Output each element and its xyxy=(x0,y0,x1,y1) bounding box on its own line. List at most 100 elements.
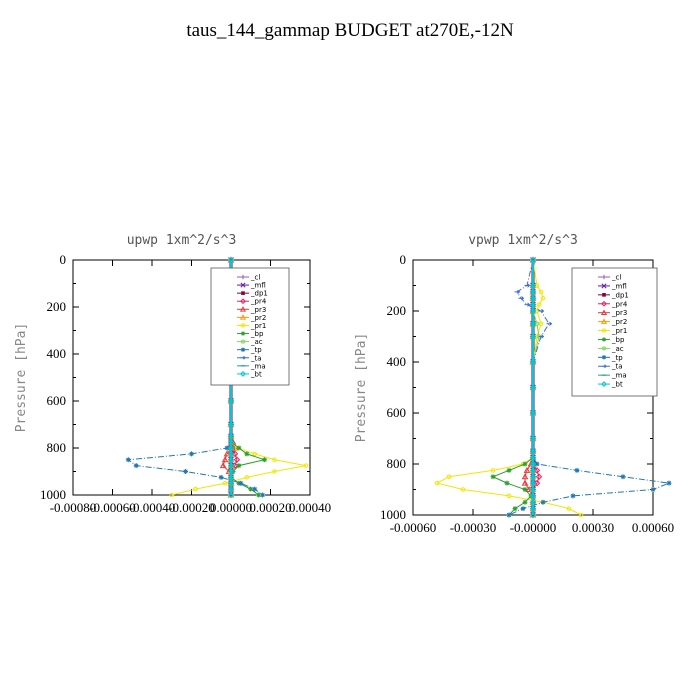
legend-label: _pr2 xyxy=(250,314,266,322)
series-point xyxy=(490,468,496,473)
legend-label: _bt xyxy=(611,381,623,389)
x-tick-label: -0.00060 xyxy=(390,520,437,535)
series-point xyxy=(529,409,537,417)
legend-label: _ma xyxy=(611,372,627,380)
legend-label: _dp1 xyxy=(611,291,629,299)
legend-label: _mfl xyxy=(250,282,266,290)
x-tick-label: 0.00030 xyxy=(572,520,614,535)
legend: _cl_mfl_dp1_pr4_pr3_pr2_pr1_bp_ac_tp_ta_… xyxy=(571,267,658,397)
series-point xyxy=(529,282,537,289)
x-tick-label: -0.00040 xyxy=(129,500,176,515)
legend-label: _ac xyxy=(250,338,263,346)
series-point xyxy=(133,463,139,469)
legend-marker xyxy=(601,355,607,360)
series-point xyxy=(227,491,235,499)
series-point xyxy=(524,283,531,288)
series-point xyxy=(227,397,235,405)
series-point xyxy=(578,512,584,518)
legend-label: _pr3 xyxy=(250,306,266,314)
legend-label: _bt xyxy=(250,370,262,378)
legend-marker xyxy=(600,309,608,315)
series-point xyxy=(522,487,528,492)
series-point xyxy=(522,499,528,505)
legend-marker xyxy=(240,339,246,344)
series-point xyxy=(227,450,235,458)
series-point xyxy=(529,505,537,512)
series-point xyxy=(535,473,543,480)
y-tick-label: 200 xyxy=(47,299,67,314)
series-point xyxy=(504,480,510,486)
series-point xyxy=(529,511,537,519)
legend-label: _dp1 xyxy=(250,290,268,298)
legend-marker xyxy=(240,371,246,377)
series-point xyxy=(534,461,540,467)
series-point xyxy=(529,460,537,468)
legend-label: _bp xyxy=(611,336,625,344)
y-tick-label: 600 xyxy=(387,405,407,420)
legend-label: _ac xyxy=(611,345,624,353)
series-point xyxy=(227,474,235,481)
x-tick-label: -0.00060 xyxy=(89,500,136,515)
series-point xyxy=(529,454,537,461)
series-point xyxy=(540,499,546,505)
series-point xyxy=(529,435,537,442)
legend-box xyxy=(571,267,658,397)
series-point xyxy=(529,467,537,474)
series-point xyxy=(540,296,546,301)
legend-marker xyxy=(240,347,246,352)
series-point xyxy=(514,289,521,295)
legend-label: _pr4 xyxy=(611,300,628,308)
legend-marker xyxy=(240,355,246,360)
series-point xyxy=(227,444,235,452)
series-point xyxy=(125,457,131,463)
legend-marker xyxy=(601,274,607,280)
legend-marker xyxy=(239,314,247,320)
series-point xyxy=(490,474,496,480)
series-point xyxy=(227,456,235,463)
y-tick-label: 400 xyxy=(47,346,67,361)
series-point xyxy=(506,512,512,518)
series-line xyxy=(435,259,582,516)
series-point xyxy=(538,289,544,295)
y-tick-label: 1000 xyxy=(40,487,66,502)
legend-label: _tp xyxy=(611,354,623,362)
x-tick-label: -0.00080 xyxy=(50,500,97,515)
chart-panel-2: vpwp 1xm^2/s^3 Pressure [hPa] 0 200 400 600 80… xyxy=(354,233,674,535)
series-point xyxy=(570,493,576,499)
y-tick-label: 1000 xyxy=(380,507,406,522)
series-point xyxy=(252,451,257,457)
series-point xyxy=(460,487,466,492)
x-tick-label: -0.00030 xyxy=(450,520,497,535)
legend-label: _mfl xyxy=(611,282,627,290)
series-point xyxy=(236,445,242,451)
series-point xyxy=(169,492,174,498)
series-point xyxy=(227,462,235,469)
legend-label: _pr1 xyxy=(611,327,627,335)
series-point xyxy=(529,307,537,315)
legend-label: _ta xyxy=(611,363,623,371)
legend-marker xyxy=(240,282,246,288)
series-point xyxy=(518,296,525,301)
series-point xyxy=(574,467,580,473)
y-tick-label: 800 xyxy=(47,440,67,455)
series-bt xyxy=(529,256,537,519)
series-point xyxy=(529,301,537,308)
legend: _cl_mfl_dp1_pr4_pr3_pr2_pr1_bp_ac_tp_ta_… xyxy=(210,267,290,386)
series-point xyxy=(303,463,309,468)
legend-label: _tp xyxy=(250,346,262,354)
legend-marker xyxy=(240,274,246,280)
series-point xyxy=(529,479,537,487)
legend-label: _pr4 xyxy=(250,298,267,306)
series-point xyxy=(529,288,537,296)
series-point xyxy=(434,480,440,486)
series-point xyxy=(538,334,545,339)
series-point xyxy=(520,506,526,512)
series-point xyxy=(256,492,262,498)
legend-label: _pr2 xyxy=(611,318,627,326)
series-line xyxy=(126,260,263,496)
series-point xyxy=(529,473,537,480)
series-point xyxy=(650,487,656,492)
series-point xyxy=(529,486,537,493)
series-point xyxy=(529,333,537,340)
series-point xyxy=(529,448,537,455)
